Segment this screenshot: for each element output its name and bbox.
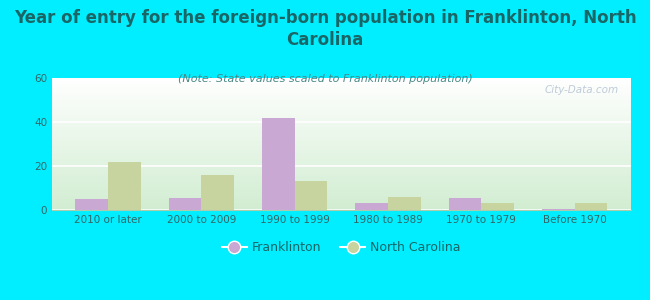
Bar — [542, 209, 575, 210]
Legend: Franklinton, North Carolina: Franklinton, North Carolina — [217, 236, 465, 259]
Text: (Note: State values scaled to Franklinton population): (Note: State values scaled to Franklinto… — [177, 74, 473, 83]
Bar — [448, 198, 481, 210]
Text: City-Data.com: City-Data.com — [545, 85, 619, 94]
Bar — [168, 198, 202, 210]
Text: Year of entry for the foreign-born population in Franklinton, North
Carolina: Year of entry for the foreign-born popul… — [14, 9, 636, 49]
Bar — [481, 203, 514, 210]
Bar — [202, 175, 234, 210]
Bar — [262, 118, 294, 210]
Bar — [108, 162, 140, 210]
Bar — [575, 203, 607, 210]
Bar — [356, 203, 388, 210]
Bar — [75, 199, 108, 210]
Bar — [388, 197, 421, 210]
Bar — [294, 182, 327, 210]
